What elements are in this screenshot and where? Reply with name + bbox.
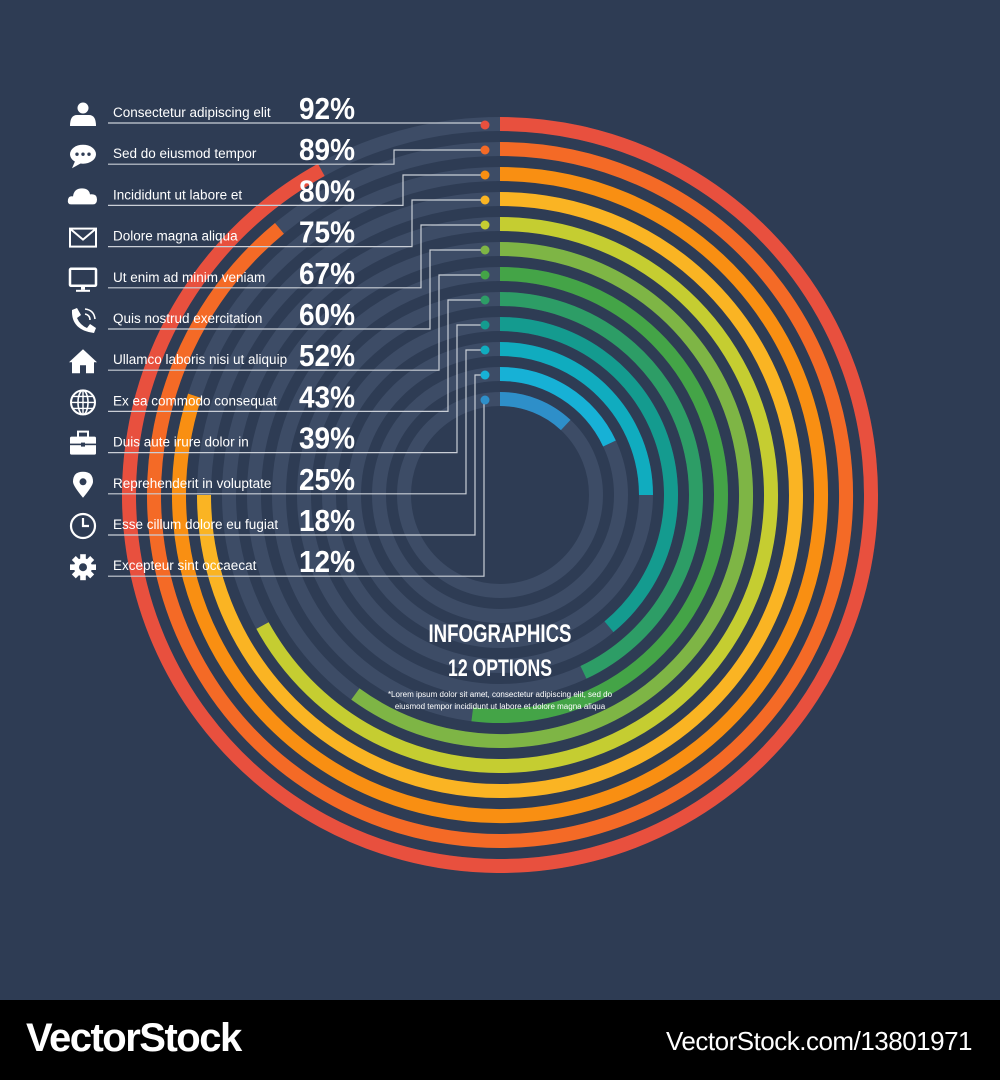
monitor-icon [68, 267, 98, 292]
connector-line [108, 149, 485, 165]
value-label: 39% [299, 421, 355, 456]
value-arc [471, 267, 728, 723]
globe-icon [70, 389, 96, 416]
connector-line [108, 299, 485, 412]
cloud-icon [67, 188, 97, 205]
connector-line [108, 199, 485, 248]
value-label: 75% [299, 215, 355, 250]
value-arc [122, 117, 878, 873]
row-label: Ex ea commodo consequat [113, 393, 277, 408]
value-label: 43% [299, 379, 355, 414]
chart-note-line1: *Lorem ipsum dolor sit amet, consectetur… [388, 690, 613, 699]
gear-icon [70, 554, 96, 581]
marker-dot [480, 345, 490, 355]
home-icon [69, 349, 97, 374]
row-label: Incididunt ut labore et [113, 187, 242, 202]
connector-line [108, 224, 485, 289]
marker-dot [480, 270, 490, 280]
chart-note-line2: eiusmod tempor incididunt ut labore et d… [395, 702, 606, 711]
envelope-icon [69, 227, 97, 248]
marker-dots [480, 120, 490, 405]
infographic: Consectetur adipiscing elit 92% Sed do eiu… [67, 91, 878, 873]
row-label: Esse cillum dolore eu fugiat [113, 517, 278, 532]
value-arcs [122, 117, 878, 873]
watermark-logo: VectorStock [26, 1016, 242, 1060]
phone-icon [71, 308, 96, 333]
connector-line [108, 374, 485, 536]
chart-title: INFOGRAPHICS [429, 620, 572, 648]
value-label: 60% [299, 297, 355, 332]
briefcase-icon [70, 430, 96, 455]
track-ring [397, 392, 603, 598]
value-label: 18% [299, 503, 355, 538]
row-label: Quis nostrud exercitation [113, 311, 262, 326]
row-label: Ut enim ad minim veniam [113, 270, 265, 285]
connector-line [108, 274, 485, 371]
value-label: 25% [299, 462, 355, 497]
value-label: 89% [299, 132, 355, 167]
watermark-bar: VectorStock VectorStock.com/13801971 [0, 1000, 1000, 1080]
row-label: Consectetur adipiscing elit [113, 105, 271, 120]
chart-subtitle: 12 OPTIONS [448, 655, 552, 682]
marker-dot [480, 220, 490, 230]
map-pin-icon [73, 471, 93, 498]
marker-dot [480, 320, 490, 330]
row-label: Ullamco laboris nisi ut aliquip [113, 352, 287, 367]
radial-chart: Consectetur adipiscing elit 92% Sed do eiu… [67, 91, 878, 873]
marker-dot [480, 195, 490, 205]
value-arc [499, 367, 616, 447]
chat-bubble-icon [70, 144, 96, 169]
connector-line [108, 249, 485, 330]
value-arc [197, 192, 803, 798]
watermark-url: VectorStock.com/13801971 [666, 1026, 972, 1056]
value-arc [499, 392, 571, 431]
marker-dot [480, 245, 490, 255]
marker-dot [480, 170, 490, 180]
connector-line [108, 349, 485, 495]
value-arc [499, 292, 703, 679]
row-label: Duis aute irure dolor in [113, 435, 249, 450]
row-label: Excepteur sint occaecat [113, 558, 257, 573]
row-label: Dolore magna aliqua [113, 229, 238, 244]
connector-line [108, 174, 485, 206]
connector-line [108, 324, 485, 454]
row-icons [67, 102, 98, 581]
row-label: Reprehenderit in voluptate [113, 476, 271, 491]
value-label: 52% [299, 338, 355, 373]
marker-dot [480, 120, 490, 130]
value-arc [147, 142, 853, 848]
marker-dot [480, 395, 490, 405]
value-arc [499, 342, 653, 496]
value-arc [351, 242, 753, 748]
clock-icon [69, 512, 97, 540]
value-label: 80% [299, 173, 355, 208]
user-icon [70, 102, 96, 126]
value-arc [172, 167, 828, 823]
value-label: 92% [299, 91, 355, 126]
row-label: Sed do eiusmod tempor [113, 146, 257, 161]
row-labels: Consectetur adipiscing elit 92% Sed do eiu… [113, 91, 613, 711]
marker-dot [480, 295, 490, 305]
value-label: 67% [299, 256, 355, 291]
marker-dot [480, 370, 490, 380]
value-label: 12% [299, 544, 355, 579]
value-arc [256, 217, 778, 773]
marker-dot [480, 145, 490, 155]
value-arc [499, 317, 678, 633]
